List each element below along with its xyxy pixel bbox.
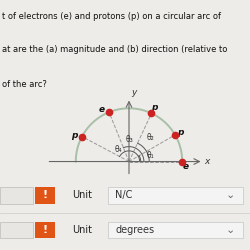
FancyBboxPatch shape <box>108 222 242 238</box>
Text: of the arc?: of the arc? <box>2 80 48 89</box>
Text: x: x <box>204 157 210 166</box>
Text: θ₁: θ₁ <box>147 151 154 160</box>
FancyBboxPatch shape <box>0 187 32 204</box>
Text: ⌄: ⌄ <box>225 190 235 200</box>
Text: degrees: degrees <box>115 225 154 235</box>
Text: p: p <box>177 128 184 137</box>
Text: N/C: N/C <box>115 190 132 200</box>
Text: Unit: Unit <box>72 225 92 235</box>
Text: θ₄: θ₄ <box>115 145 122 154</box>
Text: p: p <box>71 131 78 140</box>
Text: y: y <box>131 88 136 96</box>
Text: θ₃: θ₃ <box>126 135 134 144</box>
Text: at are the (a) magnitude and (b) direction (relative to: at are the (a) magnitude and (b) directi… <box>2 45 228 54</box>
Text: Unit: Unit <box>72 190 92 200</box>
Text: !: ! <box>42 225 48 235</box>
Text: e: e <box>98 105 105 114</box>
Text: ⌄: ⌄ <box>225 225 235 235</box>
Text: t of electrons (e) and protons (p) on a circular arc of: t of electrons (e) and protons (p) on a … <box>2 12 222 21</box>
FancyBboxPatch shape <box>35 187 55 204</box>
FancyBboxPatch shape <box>35 222 55 238</box>
FancyBboxPatch shape <box>0 222 32 238</box>
FancyBboxPatch shape <box>108 187 242 204</box>
Text: e: e <box>182 162 188 171</box>
Text: p: p <box>151 104 158 112</box>
Text: θ₂: θ₂ <box>146 133 154 142</box>
Text: !: ! <box>42 190 48 200</box>
